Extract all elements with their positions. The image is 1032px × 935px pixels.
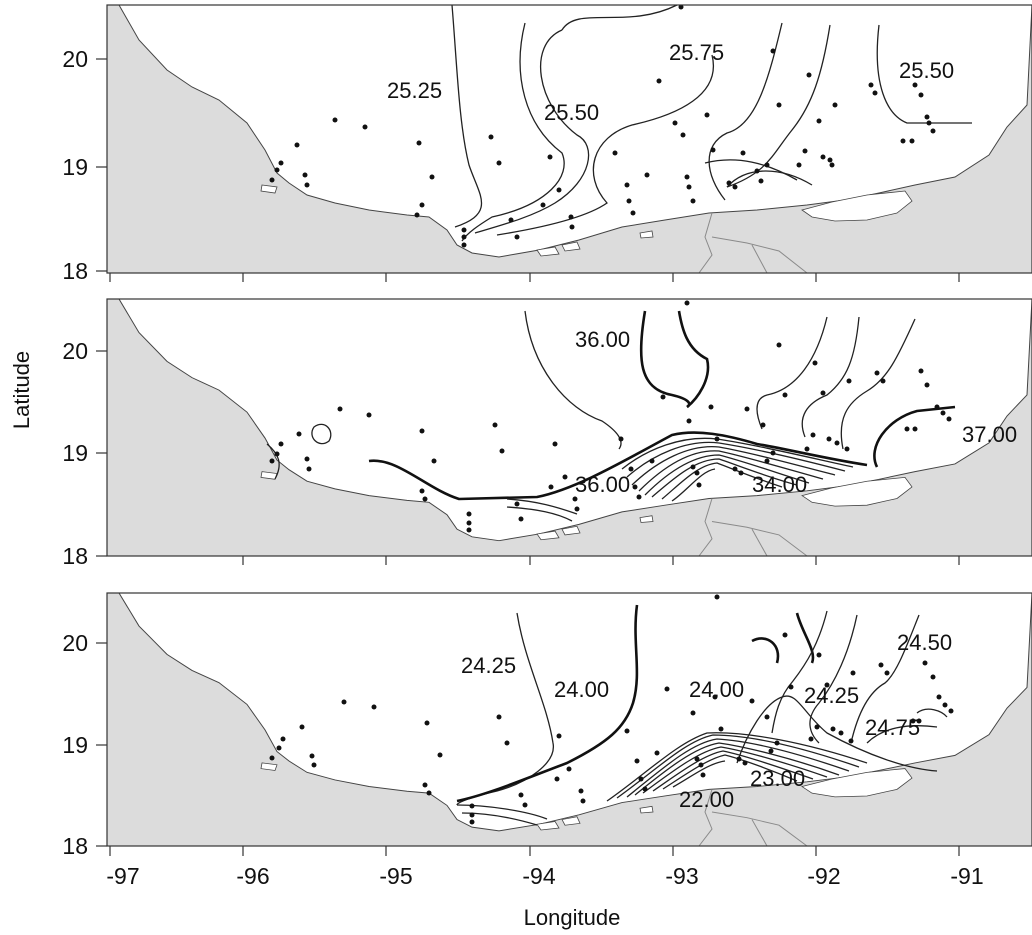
contour-label: 24.00 bbox=[554, 677, 609, 702]
contour-label: 22.00 bbox=[679, 787, 734, 812]
map-panel-2: 36.00 36.00 34.00 37.00 bbox=[106, 298, 1032, 557]
y-axis-ticks bbox=[96, 58, 107, 847]
contour-label: 36.00 bbox=[575, 472, 630, 497]
x-tick-label: -95 bbox=[379, 863, 412, 889]
y-tick-label: 18 bbox=[62, 543, 88, 569]
map-frame-panel-1 bbox=[106, 4, 1032, 274]
x-tick-labels: -97 -96 -95 -94 -93 -92 -91 bbox=[106, 863, 983, 889]
contour-label: 24.25 bbox=[461, 653, 516, 678]
stations-panel-3 bbox=[269, 594, 954, 825]
contour-label: 24.75 bbox=[865, 715, 920, 740]
map-panel-1: 25.25 25.50 25.75 25.50 bbox=[106, 4, 1032, 274]
map-panel-3: 24.25 24.00 24.00 24.50 24.25 24.75 23.0… bbox=[106, 592, 1032, 847]
contour-label: 23.00 bbox=[750, 766, 805, 791]
y-tick-label: 20 bbox=[62, 338, 88, 364]
y-tick-label: 18 bbox=[62, 258, 88, 284]
y-tick-label: 19 bbox=[62, 732, 88, 758]
contour-label: 25.75 bbox=[669, 40, 724, 65]
y-tick-label: 19 bbox=[62, 154, 88, 180]
contour-label: 25.25 bbox=[387, 78, 442, 103]
x-axis-ticks bbox=[109, 273, 960, 856]
contour-label: 24.00 bbox=[689, 677, 744, 702]
x-tick-label: -97 bbox=[106, 863, 139, 889]
x-tick-label: -96 bbox=[236, 863, 269, 889]
isolines-panel-3 bbox=[456, 604, 948, 826]
y-tick-label: 19 bbox=[62, 440, 88, 466]
y-axis-title: Latitude bbox=[9, 351, 34, 429]
stations-panel-2 bbox=[269, 300, 952, 533]
isolines-panel-2 bbox=[266, 310, 956, 522]
x-tick-label: -93 bbox=[665, 863, 698, 889]
x-tick-label: -91 bbox=[950, 863, 983, 889]
y-tick-label: 20 bbox=[62, 630, 88, 656]
map-frame-panel-3 bbox=[106, 592, 1032, 847]
stations-panel-1 bbox=[269, 4, 936, 248]
y-tick-labels: 20 19 18 20 19 18 20 19 18 bbox=[62, 46, 88, 859]
x-axis-title: Longitude bbox=[524, 905, 621, 930]
contour-label: 24.50 bbox=[897, 630, 952, 655]
contour-label: 25.50 bbox=[544, 100, 599, 125]
y-tick-label: 20 bbox=[62, 46, 88, 72]
x-tick-label: -94 bbox=[522, 863, 555, 889]
contour-label: 34.00 bbox=[752, 472, 807, 497]
map-frame-panel-2 bbox=[106, 298, 1032, 557]
contour-label: 36.00 bbox=[575, 327, 630, 352]
contour-label: 24.25 bbox=[804, 683, 859, 708]
contour-label: 25.50 bbox=[899, 58, 954, 83]
x-tick-label: -92 bbox=[807, 863, 840, 889]
y-tick-label: 18 bbox=[62, 833, 88, 859]
contour-label: 37.00 bbox=[962, 422, 1017, 447]
